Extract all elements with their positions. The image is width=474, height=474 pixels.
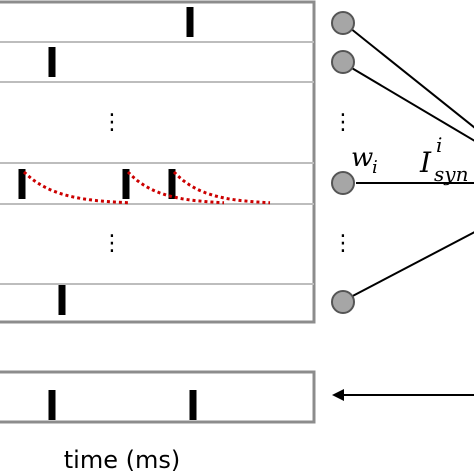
input-spike-train — [18, 7, 194, 315]
raster-ellipsis-lower: ⋮ — [101, 231, 123, 256]
weight-subscript: i — [372, 157, 378, 178]
synaptic-current-traces — [22, 170, 271, 205]
output-raster-frame — [0, 370, 316, 424]
neuron-ellipsis-upper: ⋮ — [332, 110, 354, 135]
psc-trace-1 — [22, 170, 129, 205]
connection-1 — [344, 23, 474, 129]
synaptic-current-label: I i syn — [419, 126, 468, 186]
neuron-1 — [331, 11, 355, 35]
input-spike-row4-2 — [122, 169, 130, 199]
neuron-n — [331, 290, 355, 314]
weight-symbol: w — [351, 143, 373, 173]
raster-ellipsis-upper: ⋮ — [101, 110, 123, 135]
current-symbol: I — [419, 146, 432, 179]
input-spike-row1-1 — [186, 7, 194, 37]
time-axis-label: time (ms) — [64, 446, 180, 474]
connection-n — [344, 231, 474, 301]
output-spike-1 — [48, 390, 56, 420]
input-spike-row4-3 — [168, 169, 176, 199]
weight-label: w i — [351, 143, 382, 178]
neuron-2 — [331, 50, 355, 74]
connection-2 — [344, 63, 474, 142]
input-spike-row4-1 — [18, 169, 26, 199]
input-spike-row6-1 — [58, 285, 66, 315]
output-spike-2 — [189, 390, 197, 420]
neuron-ellipsis-lower: ⋮ — [332, 231, 354, 256]
input-spike-row2-1 — [48, 47, 56, 77]
current-subscript: syn — [434, 162, 468, 186]
input-neurons — [331, 11, 355, 314]
output-spike-train — [48, 390, 197, 420]
synaptic-connections — [344, 23, 474, 301]
psc-trace-3 — [172, 170, 271, 205]
input-row-separators — [0, 41, 314, 285]
neuron-i — [331, 171, 355, 195]
current-superscript: i — [436, 133, 442, 157]
psc-trace-2 — [126, 170, 225, 205]
